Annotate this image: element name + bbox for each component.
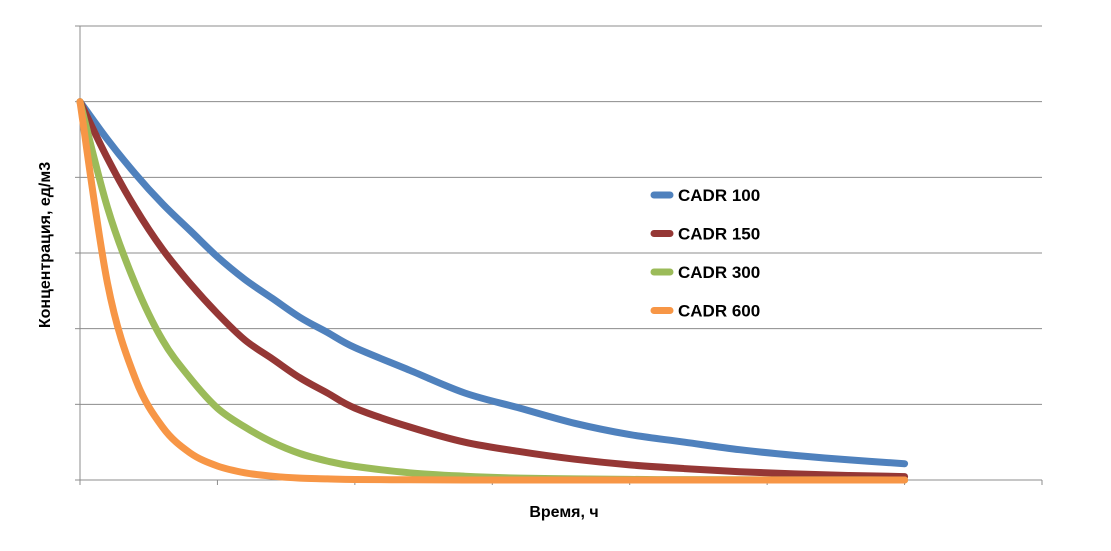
series-line-1 (76, 98, 909, 481)
legend: CADR 100 CADR 150 CADR 300 CADR 600 (650, 186, 760, 321)
series-line-2 (76, 98, 909, 484)
series-line-0 (76, 98, 909, 468)
legend-label-3: CADR 600 (678, 302, 760, 321)
legend-label-2: CADR 300 (678, 263, 760, 282)
legend-label-0: CADR 100 (678, 186, 760, 205)
y-axis-title: Концентрация, ед/м3 (37, 162, 54, 328)
series-lines (76, 98, 909, 484)
series-line-3 (76, 98, 909, 484)
legend-label-1: CADR 150 (678, 225, 760, 244)
gridlines (80, 25, 1042, 405)
x-axis-title: Время, ч (529, 504, 598, 521)
